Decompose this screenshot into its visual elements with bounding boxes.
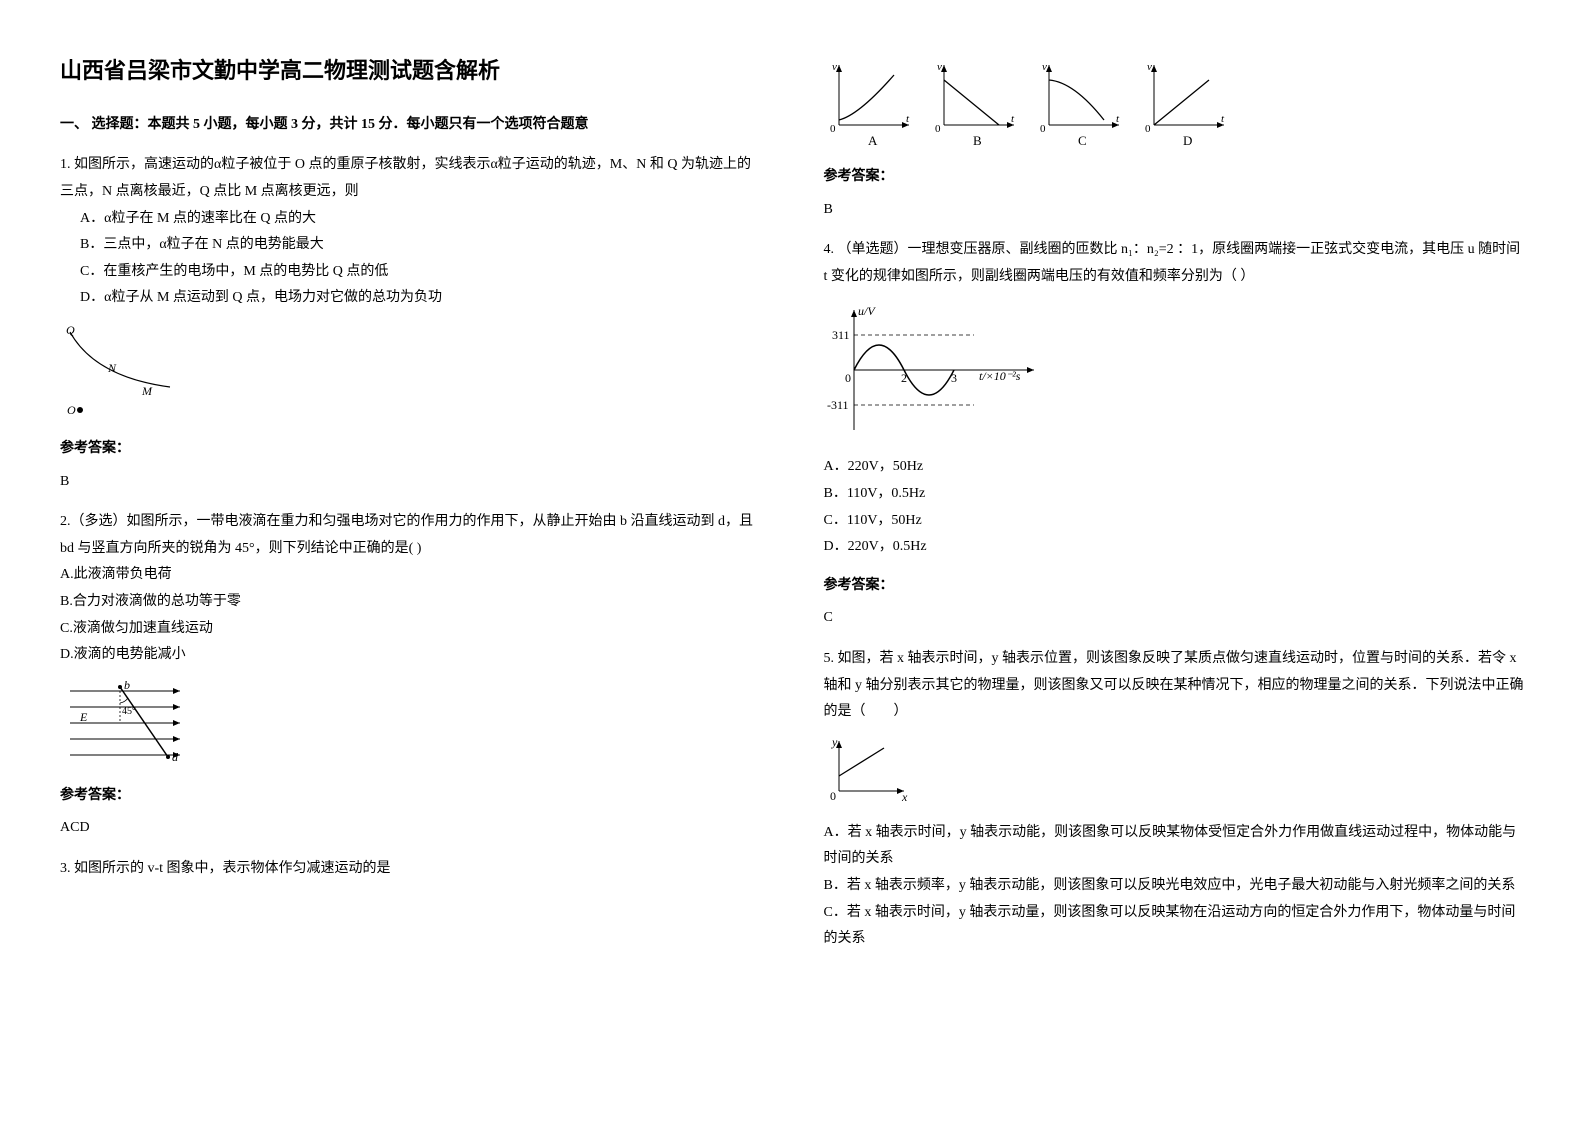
q1-optC: C．在重核产生的电场中，M 点的电势比 Q 点的低 [60,259,764,286]
q2-angle: 45° [122,706,136,717]
q2-optA: A.此液滴带负电荷 [60,562,764,589]
q4-optC: C．110V，50Hz [824,508,1528,535]
q2-stem: 2.（多选）如图所示，一带电液滴在重力和匀强电场对它的作用力的作用下，从静止开始… [60,509,764,562]
q4-ymin: -311 [827,398,849,412]
q4-ylabel: u/V [858,304,876,318]
svg-text:v: v [1042,61,1047,73]
svg-text:v: v [937,61,942,73]
q3-stem: 3. 如图所示的 v-t 图象中，表示物体作匀减速运动的是 [60,856,764,883]
q5-origin: 0 [830,789,836,803]
q2-diagram: E b d 45° [60,679,764,769]
q5-diagram: y x 0 [824,736,1528,806]
question-2: 2.（多选）如图所示，一带电液滴在重力和匀强电场对它的作用力的作用下，从静止开始… [60,509,764,769]
svg-text:t: t [1221,113,1225,125]
q2-optC: C.液滴做匀加速直线运动 [60,616,764,643]
q1-label-O: O [67,403,76,417]
q1-label-Q: Q [66,323,75,337]
answer-label-1: 参考答案： [60,436,764,463]
q1-label-M: M [141,384,153,398]
q1-optD: D．α粒子从 M 点运动到 Q 点，电场力对它做的总功为负功 [60,285,764,312]
answer-label-2: 参考答案： [60,783,764,810]
q4-answer: C [824,605,1528,632]
q1-label-N: N [107,361,117,375]
svg-text:0: 0 [1040,123,1046,135]
svg-text:2: 2 [901,371,907,385]
svg-text:A: A [868,133,878,148]
svg-text:D: D [1183,133,1192,148]
svg-text:0: 0 [830,123,836,135]
svg-text:3: 3 [951,371,957,385]
svg-text:0: 0 [1145,123,1151,135]
q1-answer: B [60,469,764,496]
q2-label-d: d [172,750,179,764]
q4-optB: B．110V，0.5Hz [824,481,1528,508]
svg-text:v: v [1147,61,1152,73]
svg-text:t: t [1116,113,1120,125]
q4-optA: A．220V，50Hz [824,454,1528,481]
question-1: 1. 如图所示，高速运动的α粒子被位于 O 点的重原子核散射，实线表示α粒子运动… [60,152,764,422]
q5-optA: A．若 x 轴表示时间，y 轴表示动能，则该图象可以反映某物体受恒定合外力作用做… [824,820,1528,873]
svg-text:C: C [1078,133,1087,148]
answer-label-4: 参考答案： [824,573,1528,600]
q4-xlabel: t/×10⁻²s [979,369,1021,383]
svg-text:0: 0 [935,123,941,135]
q1-optB: B．三点中，α粒子在 N 点的电势能最大 [60,232,764,259]
q4-ymax: 311 [832,328,850,342]
answer-label-3: 参考答案： [824,164,1528,191]
svg-text:B: B [973,133,982,148]
q1-diagram: Q N M O [60,322,764,422]
q5-axis-x: x [901,790,908,804]
svg-text:0: 0 [845,371,851,385]
q5-optC: C．若 x 轴表示时间，y 轴表示动量，则该图象可以反映某物在沿运动方向的恒定合… [824,900,1528,953]
q5-stem: 5. 如图，若 x 轴表示时间，y 轴表示位置，则该图象反映了某质点做匀速直线运… [824,646,1528,726]
q3-answer: B [824,197,1528,224]
q1-stem: 1. 如图所示，高速运动的α粒子被位于 O 点的重原子核散射，实线表示α粒子运动… [60,152,764,205]
svg-text:t: t [906,113,910,125]
q4-stem: 4. （单选题）一理想变压器原、副线圈的匝数比 n₁：n₂=2 ：1，原线圈两端… [824,237,1528,290]
svg-text:t: t [1011,113,1015,125]
q2-optD: D.液滴的电势能减小 [60,642,764,669]
section-heading: 一、 选择题：本题共 5 小题，每小题 3 分，共计 15 分．每小题只有一个选… [60,112,764,139]
q3-diagram: v t 0 A v t 0 B [824,60,1528,150]
svg-text:v: v [832,61,837,73]
q2-label-b: b [124,679,130,692]
q2-answer: ACD [60,815,764,842]
q5-optB: B．若 x 轴表示频率，y 轴表示动能，则该图象可以反映光电效应中，光电子最大初… [824,873,1528,900]
q2-optB: B.合力对液滴做的总功等于零 [60,589,764,616]
question-4: 4. （单选题）一理想变压器原、副线圈的匝数比 n₁：n₂=2 ：1，原线圈两端… [824,237,1528,561]
q5-axis-y: y [831,736,838,749]
q4-optD: D．220V，0.5Hz [824,534,1528,561]
question-3: 3. 如图所示的 v-t 图象中，表示物体作匀减速运动的是 [60,856,764,883]
q1-optA: A．α粒子在 M 点的速率比在 Q 点的大 [60,206,764,233]
page-title: 山西省吕梁市文勤中学高二物理测试题含解析 [60,50,764,92]
question-5: 5. 如图，若 x 轴表示时间，y 轴表示位置，则该图象反映了某质点做匀速直线运… [824,646,1528,953]
q4-diagram: u/V t/×10⁻²s 311 -311 0 2 3 [824,300,1528,440]
q2-label-E: E [79,710,88,724]
